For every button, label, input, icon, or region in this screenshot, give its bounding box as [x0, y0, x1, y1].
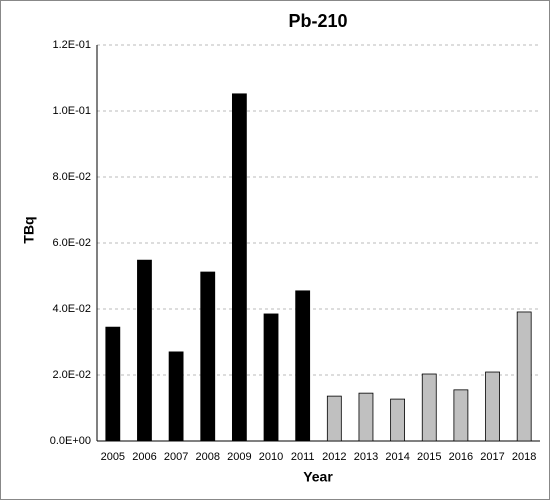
x-tick-label: 2011: [291, 451, 315, 463]
bar: [168, 351, 184, 442]
x-tick-label: 2012: [322, 451, 346, 463]
bar: [421, 373, 437, 442]
bar: [358, 392, 374, 442]
x-tick-label: 2018: [512, 451, 536, 463]
x-tick-label: 2005: [101, 451, 125, 463]
x-tick-label: 2017: [480, 451, 504, 463]
y-axis-label: TBq: [21, 216, 37, 243]
bar: [453, 389, 469, 442]
x-tick-label: 2007: [164, 451, 188, 463]
bar: [390, 398, 406, 442]
bar: [295, 290, 311, 442]
y-tick-label: 2.0E-02: [52, 369, 91, 381]
bar: [200, 271, 216, 442]
x-tick-label: 2008: [196, 451, 220, 463]
bar: [263, 313, 279, 442]
x-tick-label: 2015: [417, 451, 441, 463]
y-tick-label: 8.0E-02: [52, 171, 91, 183]
y-tick-label: 6.0E-02: [52, 237, 91, 249]
x-tick-label: 2016: [449, 451, 473, 463]
bar: [137, 259, 152, 442]
y-tick-label: 1.2E-01: [52, 39, 91, 51]
y-tick-label: 0.0E+00: [50, 435, 91, 447]
bar: [485, 371, 500, 442]
chart-title: Pb-210: [288, 11, 347, 31]
bar: [516, 311, 532, 442]
y-tick-label: 1.0E-01: [52, 105, 91, 117]
x-tick-label: 2013: [354, 451, 378, 463]
y-tick-label: 4.0E-02: [52, 303, 91, 315]
bar: [326, 395, 342, 442]
x-tick-label: 2010: [259, 451, 283, 463]
x-tick-label: 2009: [227, 451, 251, 463]
x-tick-label: 2006: [132, 451, 156, 463]
x-tick-label: 2014: [385, 451, 409, 463]
x-axis-label: Year: [303, 469, 333, 485]
bar: [105, 326, 121, 442]
bar: [231, 93, 247, 442]
